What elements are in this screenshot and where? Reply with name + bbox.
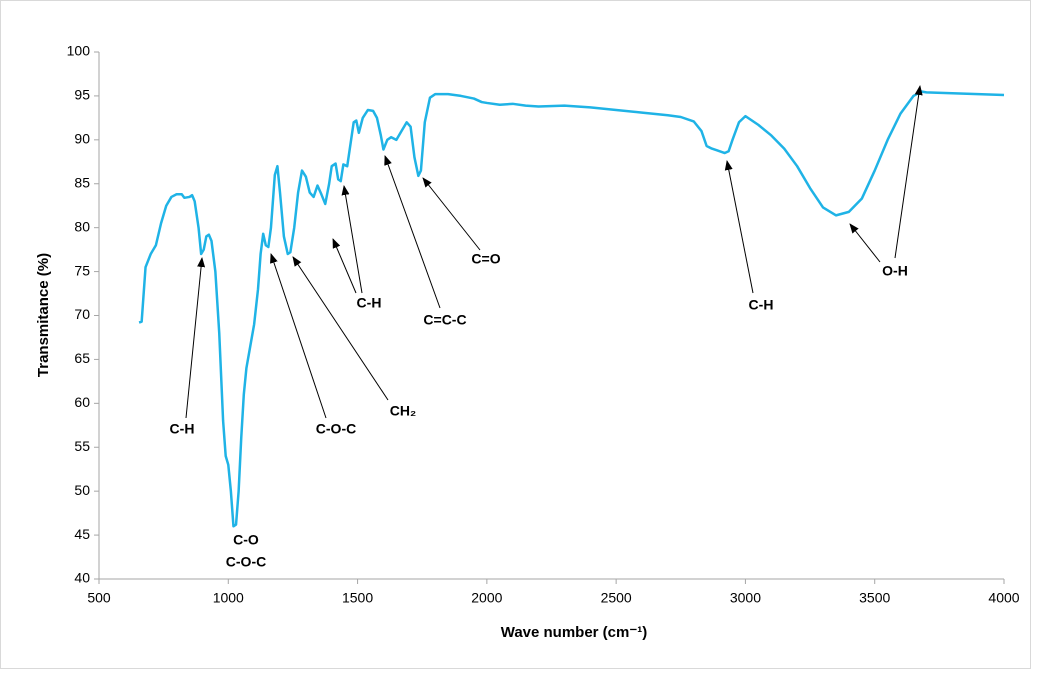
x-tick-label: 3500 [859, 590, 890, 606]
annotation-arrow [332, 238, 357, 294]
x-tick-label: 1500 [342, 590, 373, 606]
x-tick-label: 2000 [471, 590, 502, 606]
annotation: C-O-C [316, 421, 356, 437]
annotation: C-H [749, 297, 774, 313]
annotation-arrow [341, 185, 363, 294]
y-axis-label: Transmitance (%) [35, 253, 52, 377]
x-tick-label: 500 [87, 590, 111, 606]
x-tick-label: 1000 [213, 590, 244, 606]
y-tick-label: 95 [74, 87, 90, 103]
annotation-arrow [270, 253, 327, 419]
y-tick-label: 60 [74, 394, 90, 410]
spectrum-line [138, 90, 1005, 528]
y-tick-label: 40 [74, 570, 90, 586]
y-tick-label: 50 [74, 482, 90, 498]
y-tick-label: 55 [74, 438, 90, 454]
y-tick-label: 85 [74, 174, 90, 190]
y-tick-label: 75 [74, 262, 90, 278]
annotation: C-H [170, 421, 195, 437]
annotation-arrow [384, 155, 441, 309]
annotation: C=O [471, 251, 500, 267]
annotation-arrow [185, 257, 206, 419]
annotation: CH₂ [390, 403, 416, 419]
annotation: C-O [233, 532, 259, 548]
annotation-arrow [292, 256, 389, 401]
annotation-arrow [422, 177, 481, 251]
x-tick-label: 4000 [988, 590, 1019, 606]
x-tick-label: 2500 [601, 590, 632, 606]
y-tick-label: 65 [74, 350, 90, 366]
annotation-arrow [724, 160, 754, 294]
annotation: O-H [882, 263, 908, 279]
y-tick-label: 100 [67, 43, 91, 59]
x-tick-label: 3000 [730, 590, 761, 606]
annotation: C-O-C [226, 554, 266, 570]
annotation: C=C-C [423, 312, 466, 328]
annotation: C-H [357, 295, 382, 311]
y-tick-label: 90 [74, 131, 90, 147]
y-tick-label: 80 [74, 218, 90, 234]
x-axis-label: Wave number (cm⁻¹) [501, 624, 648, 641]
annotation-arrow [849, 223, 881, 263]
y-tick-label: 70 [74, 306, 90, 322]
chart-frame [0, 0, 1031, 669]
y-tick-label: 45 [74, 526, 90, 542]
annotation-arrow [894, 85, 923, 259]
